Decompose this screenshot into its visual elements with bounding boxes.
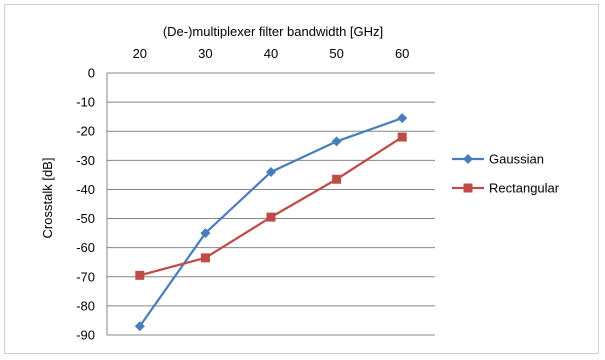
data-point-gaussian xyxy=(134,321,145,332)
chart-frame: (De-)multiplexer filter bandwidth [GHz] … xyxy=(4,4,599,354)
y-tick-label: -30 xyxy=(76,153,95,168)
x-tick-label: 50 xyxy=(329,46,343,61)
data-point-gaussian xyxy=(200,228,211,239)
data-point-rectangular xyxy=(200,253,210,263)
data-point-gaussian xyxy=(397,113,408,124)
series-line-rectangular xyxy=(139,136,403,277)
y-tick-label: -60 xyxy=(76,240,95,255)
legend-marker-rectangular xyxy=(463,183,473,193)
series-line-gaussian xyxy=(138,117,403,327)
crosstalk-line-chart: (De-)multiplexer filter bandwidth [GHz] … xyxy=(40,24,560,343)
data-point-rectangular xyxy=(397,132,407,142)
legend: Gaussian Rectangular xyxy=(452,152,560,196)
data-point-gaussian xyxy=(266,166,276,177)
y-tick-label: -20 xyxy=(76,124,95,139)
legend-label-gaussian: Gaussian xyxy=(489,152,544,167)
data-point-rectangular xyxy=(135,270,145,280)
y-tick-label: -80 xyxy=(76,298,95,313)
x-tick-label: 20 xyxy=(133,46,147,61)
y-tick-label: 0 xyxy=(88,66,95,81)
y-tick-label: -70 xyxy=(76,269,95,284)
y-tick-label: -90 xyxy=(76,328,95,343)
y-tick-label: -10 xyxy=(76,95,95,110)
series-lines xyxy=(134,113,408,332)
data-point-gaussian xyxy=(331,136,342,147)
x-tick-labels: 20 30 40 50 60 xyxy=(133,46,410,61)
y-tick-label: -40 xyxy=(76,182,95,197)
y-tick-labels: 0 -10 -20 -30 -40 -50 -60 -70 -80 -90 xyxy=(76,66,95,343)
x-tick-label: 30 xyxy=(198,46,212,61)
gridlines xyxy=(106,72,435,336)
x-tick-label: 60 xyxy=(395,46,409,61)
x-tick-label: 40 xyxy=(264,46,278,61)
data-point-rectangular xyxy=(332,174,342,184)
legend-marker-gaussian xyxy=(463,154,473,164)
data-point-rectangular xyxy=(266,212,276,222)
y-tick-label: -50 xyxy=(76,211,95,226)
x-axis-title: (De-)multiplexer filter bandwidth [GHz] xyxy=(163,24,383,39)
legend-label-rectangular: Rectangular xyxy=(489,181,560,196)
y-axis-title: Crosstalk [dB] xyxy=(40,158,55,239)
